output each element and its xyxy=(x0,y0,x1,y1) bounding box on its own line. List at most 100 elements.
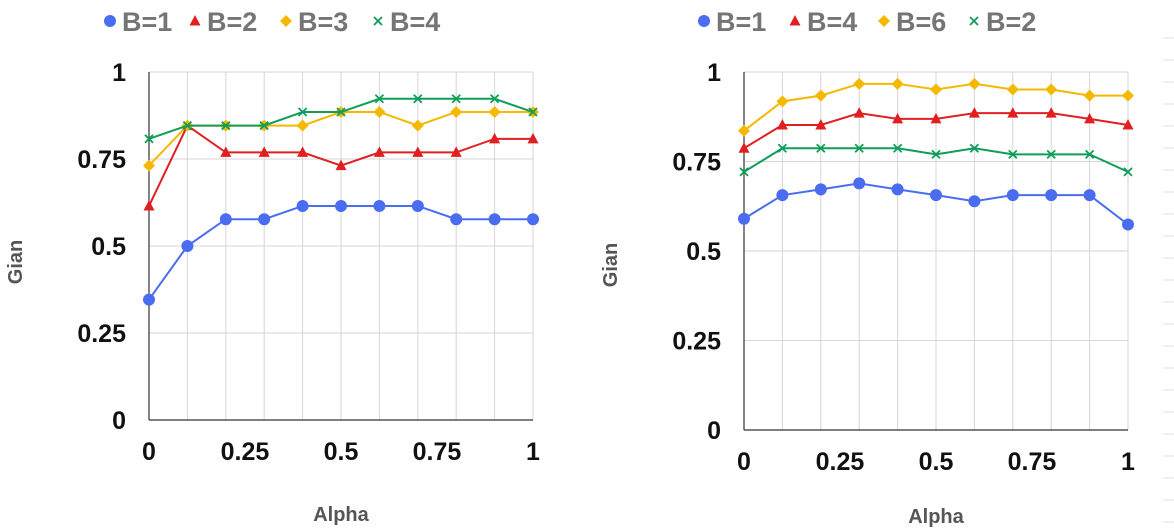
series-b-4 xyxy=(144,94,538,144)
legend-marker xyxy=(189,15,201,26)
marker-stroke xyxy=(221,120,231,131)
legend-item: B=6 xyxy=(878,7,946,37)
legend-item: B=4 xyxy=(789,7,857,37)
series-b-1 xyxy=(738,177,1134,231)
y-tick-label: 0 xyxy=(112,407,126,435)
data-point xyxy=(892,112,904,124)
data-point xyxy=(258,213,271,226)
marker-stroke xyxy=(528,107,538,117)
data-point xyxy=(1083,189,1096,202)
data-point xyxy=(931,149,941,159)
data-point xyxy=(489,132,501,144)
x-tick-label: 0 xyxy=(142,438,156,466)
data-point xyxy=(259,120,269,131)
marker-stroke xyxy=(259,120,269,131)
legend-marker xyxy=(698,15,710,27)
data-point xyxy=(181,240,194,252)
y-axis-title: Gian xyxy=(5,240,27,284)
data-point xyxy=(220,146,232,157)
data-point xyxy=(968,77,981,90)
data-point xyxy=(738,124,750,137)
legend-marker xyxy=(373,16,383,26)
data-point xyxy=(1084,149,1095,159)
data-point xyxy=(1084,112,1096,124)
right-edge-decoration xyxy=(1163,37,1174,523)
marker-stroke xyxy=(182,120,193,131)
marker-stroke xyxy=(969,143,980,153)
legend-label: B=1 xyxy=(716,7,766,37)
marker-stroke xyxy=(816,143,826,153)
legend-marker xyxy=(969,16,979,26)
data-point xyxy=(1122,218,1134,231)
data-point xyxy=(853,77,866,90)
legend-item: B=1 xyxy=(698,7,766,37)
legend-item: B=1 xyxy=(104,7,172,37)
y-tick-label: 1 xyxy=(112,59,126,87)
data-point xyxy=(1006,83,1019,96)
series-b-1 xyxy=(143,199,539,306)
y-tick-label: 0.5 xyxy=(686,238,721,266)
data-point xyxy=(451,94,461,104)
chart-right: 0 0.25 0.5 0.75 1 0 0.25 0.5 0.75 1 Alpha Gian B=1 B=… xyxy=(600,7,1135,528)
legend-label: B=2 xyxy=(207,7,257,37)
legend-item: B=3 xyxy=(280,7,348,37)
data-point xyxy=(816,143,826,153)
legend-item: B=2 xyxy=(189,7,257,37)
data-point xyxy=(777,143,788,153)
data-point xyxy=(930,189,942,202)
data-point xyxy=(413,94,423,104)
marker-stroke xyxy=(777,143,788,153)
marker-stroke xyxy=(144,134,154,144)
y-tick-label: 0.5 xyxy=(91,233,126,261)
marker-stroke xyxy=(489,94,500,104)
data-point xyxy=(968,195,981,208)
data-point xyxy=(489,94,500,104)
marker-stroke xyxy=(854,143,864,153)
data-point xyxy=(335,199,347,212)
data-point xyxy=(336,107,346,117)
marker-stroke xyxy=(931,149,941,159)
data-point xyxy=(1123,167,1133,177)
data-point xyxy=(814,89,827,102)
x-tick-label: 0 xyxy=(737,448,751,476)
y-axis-title: Gian xyxy=(600,243,622,287)
marker-stroke xyxy=(373,16,383,26)
x-tick-label: 0.75 xyxy=(413,438,462,466)
data-point xyxy=(144,134,154,144)
data-point xyxy=(891,77,904,90)
data-point xyxy=(1122,118,1134,130)
y-tick-label: 0.25 xyxy=(77,320,126,348)
data-point xyxy=(853,107,865,118)
data-point xyxy=(1045,83,1058,96)
data-point xyxy=(373,146,385,157)
y-tick-label: 0.75 xyxy=(77,146,126,174)
x-tick-label: 0.75 xyxy=(1008,448,1057,476)
legend-label: B=1 xyxy=(122,7,172,37)
data-point xyxy=(488,213,501,226)
data-point xyxy=(143,159,155,172)
data-point xyxy=(814,183,827,196)
legend-label: B=4 xyxy=(390,7,440,37)
x-tick-label: 0.25 xyxy=(816,448,865,476)
data-point xyxy=(221,120,231,131)
chart-left: 0 0.25 0.5 0.75 1 0 0.25 0.5 0.75 1 Alpha Gian B=1 B=… xyxy=(5,7,540,526)
data-point xyxy=(738,212,750,225)
marker-stroke xyxy=(413,94,423,104)
series-b-4 xyxy=(738,107,1134,153)
x-tick-label: 0.25 xyxy=(221,438,270,466)
data-point xyxy=(776,118,788,130)
y-tick-label: 1 xyxy=(707,59,721,87)
marker-stroke xyxy=(451,94,461,104)
x-tick-label: 1 xyxy=(526,438,540,466)
series-b-2 xyxy=(739,143,1133,177)
data-point xyxy=(450,213,463,226)
marker-stroke xyxy=(1008,149,1018,159)
y-tick-label: 0.75 xyxy=(672,149,721,177)
data-point xyxy=(411,119,424,132)
data-point xyxy=(969,143,980,153)
data-point xyxy=(258,146,270,157)
x-axis-title: Alpha xyxy=(313,504,369,526)
x-tick-label: 0.5 xyxy=(919,448,954,476)
data-point xyxy=(930,83,942,96)
y-tick-label: 0 xyxy=(707,417,721,445)
